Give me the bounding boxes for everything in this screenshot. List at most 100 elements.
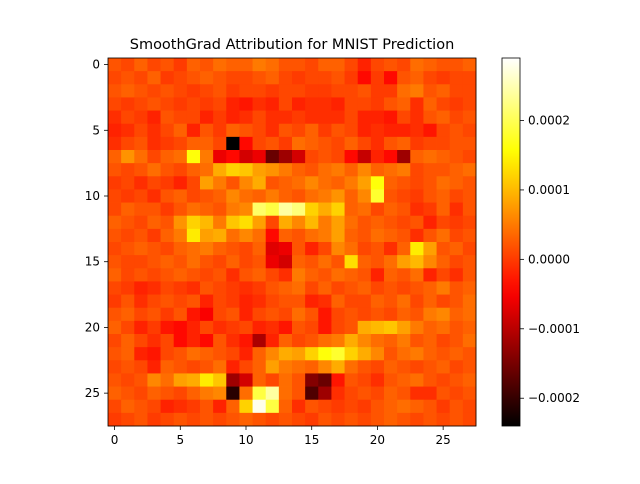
heatmap-cell [200,242,214,256]
colorbar-tick-label: 0.0000 [528,252,570,266]
heatmap-cell [147,202,161,217]
heatmap-cell [292,123,306,138]
heatmap-cell [147,334,161,348]
heatmap-cell [331,281,345,295]
heatmap-cell [121,71,135,85]
heatmap-cell [318,347,332,361]
heatmap-cell [108,373,122,387]
heatmap-cell [384,360,398,374]
heatmap-cell [173,97,188,111]
heatmap-cell [134,84,148,98]
heatmap-cell [239,110,253,125]
heatmap-cell [436,360,451,374]
heatmap-cell [305,123,319,138]
heatmap-cell [436,84,451,98]
heatmap-cell [410,97,424,111]
heatmap-cell [265,58,280,72]
heatmap-cell [331,347,345,361]
heatmap-cell [370,334,385,348]
heatmap-cell [213,281,227,295]
heatmap-cell [252,176,267,190]
heatmap-cell [357,84,372,98]
heatmap-cell [200,123,214,138]
heatmap-cell [344,189,359,203]
heatmap-cell [134,281,148,295]
heatmap-cell [213,123,227,138]
heatmap-cell [462,255,477,269]
heatmap-cell [108,320,122,335]
heatmap-cell [410,58,424,72]
heatmap-cell [213,71,227,85]
heatmap-cell [186,242,201,256]
plot-frame [107,57,477,427]
heatmap-cell [252,399,267,414]
heatmap-cell [318,386,332,401]
heatmap-cell [278,71,293,85]
heatmap-cell [305,202,319,217]
heatmap-cell [462,334,477,348]
heatmap-cell [239,412,253,427]
heatmap-cell [226,320,240,335]
heatmap-cell [384,110,398,125]
heatmap-cell [370,97,385,111]
heatmap-cell [239,97,253,111]
heatmap-cell [305,360,319,374]
heatmap-cell [239,189,253,203]
heatmap-cell [449,268,464,282]
heatmap-cell [331,268,345,282]
heatmap-cell [160,84,175,98]
heatmap-cell [423,334,437,348]
heatmap-cell [252,136,267,151]
heatmap-cell [278,399,293,414]
heatmap-cell [449,347,464,361]
heatmap-cell [462,150,477,164]
heatmap-cell [213,215,227,230]
heatmap-cell [226,176,240,190]
heatmap-cell [305,307,319,322]
heatmap-cell [370,360,385,374]
heatmap-cell [226,412,240,427]
heatmap-cell [278,176,293,190]
heatmap-cell [410,386,424,401]
heatmap-cell [397,294,411,309]
heatmap-cell [160,360,175,374]
heatmap-cell [134,360,148,374]
heatmap-cell [462,123,477,138]
heatmap-cell [357,399,372,414]
heatmap-cell [134,347,148,361]
heatmap-cell [305,281,319,295]
heatmap-cell [278,84,293,98]
heatmap-cell [357,163,372,177]
heatmap-cell [423,307,437,322]
heatmap-cell [423,268,437,282]
heatmap-cell [436,71,451,85]
heatmap-cell [173,202,188,217]
heatmap-cell [436,268,451,282]
heatmap-cell [134,123,148,138]
heatmap-cell [147,242,161,256]
heatmap-cell [186,110,201,125]
heatmap-cell [331,334,345,348]
heatmap-cell [160,97,175,111]
heatmap-cell [331,399,345,414]
heatmap-cell [462,307,477,322]
heatmap-cell [423,386,437,401]
heatmap-cell [462,399,477,414]
heatmap-cell [265,268,280,282]
heatmap-cell [410,242,424,256]
heatmap-cell [357,71,372,85]
heatmap-cell [134,268,148,282]
heatmap-cell [357,58,372,72]
heatmap-cell [213,228,227,243]
heatmap-cell [147,255,161,269]
heatmap-cell [278,360,293,374]
heatmap-cell [226,373,240,387]
heatmap-cell [292,202,306,217]
heatmap-cell [186,150,201,164]
heatmap-cell [305,176,319,190]
heatmap-cell [265,307,280,322]
heatmap-cell [397,84,411,98]
heatmap-cell [344,97,359,111]
heatmap-cell [397,386,411,401]
heatmap-cell [370,189,385,203]
